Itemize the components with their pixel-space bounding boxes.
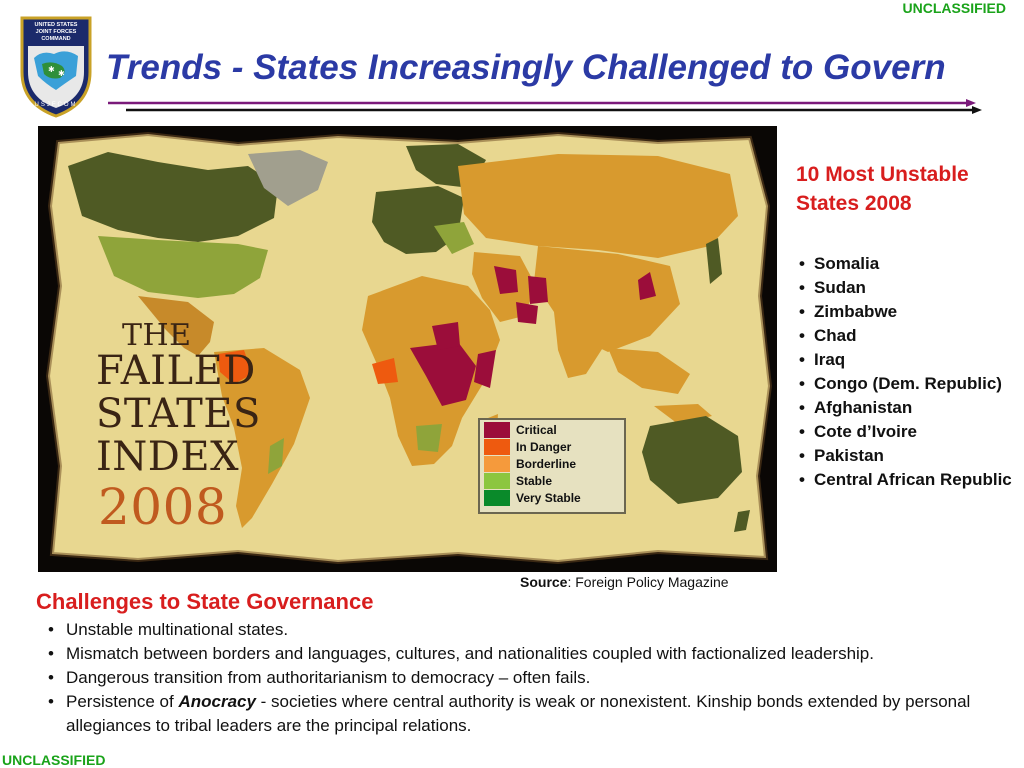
list-item: Congo (Dem. Republic): [796, 372, 1016, 396]
source-text: : Foreign Policy Magazine: [567, 574, 729, 590]
list-item: Pakistan: [796, 444, 1016, 468]
anocracy-term: Anocracy: [178, 692, 256, 711]
list-item: Afghanistan: [796, 396, 1016, 420]
legend-label-stable: Stable: [516, 474, 553, 488]
failed-states-map: THE FAILED STATES INDEX 2008 Critical In…: [38, 126, 777, 572]
map-title-the: THE: [122, 318, 192, 353]
legend-item-critical: Critical: [482, 422, 622, 439]
usjfcom-logo: ✱ ✱ UNITED STATES JOINT FORCES COMMAND U…: [20, 16, 92, 118]
legend-label-in-danger: In Danger: [516, 440, 572, 454]
legend-swatch-in-danger: [484, 439, 510, 455]
legend-item-stable: Stable: [482, 473, 622, 490]
anocracy-description: - societies where central authority is w…: [66, 692, 971, 735]
list-item: Mismatch between borders and languages, …: [46, 642, 1021, 666]
list-item: Sudan: [796, 276, 1016, 300]
map-source: Source: Foreign Policy Magazine: [520, 574, 729, 590]
svg-text:✱: ✱: [58, 69, 65, 78]
map-title-states: STATES: [96, 391, 261, 437]
list-item: Zimbabwe: [796, 300, 1016, 324]
legend-swatch-critical: [484, 422, 510, 438]
page-title: Trends - States Increasingly Challenged …: [106, 48, 946, 87]
list-item: Dangerous transition from authoritariani…: [46, 666, 1021, 690]
unstable-states-heading: 10 Most Unstable States 2008: [796, 163, 969, 215]
challenges-list: Unstable multinational states. Mismatch …: [46, 618, 1021, 738]
legend-label-borderline: Borderline: [516, 457, 577, 471]
anocracy-prefix: Persistence of: [66, 692, 179, 711]
classification-bottom: UNCLASSIFIED: [2, 752, 106, 768]
list-item: Cote d’Ivoire: [796, 420, 1016, 444]
legend-item-borderline: Borderline: [482, 456, 622, 473]
list-item-anocracy: Persistence of Anocracy - societies wher…: [46, 690, 1021, 738]
legend-swatch-borderline: [484, 456, 510, 472]
legend-label-critical: Critical: [516, 423, 557, 437]
list-item: Central African Republic: [796, 468, 1016, 492]
svg-text:✱: ✱: [48, 65, 55, 74]
unstable-states-list: Somalia Sudan Zimbabwe Chad Iraq Congo (…: [796, 252, 1016, 492]
list-item: Iraq: [796, 348, 1016, 372]
map-title-failed: FAILED: [96, 348, 256, 394]
map-legend: Critical In Danger Borderline Stable Ver…: [478, 418, 626, 514]
svg-text:UNITED STATES: UNITED STATES: [35, 22, 78, 28]
legend-item-in-danger: In Danger: [482, 439, 622, 456]
map-title-index: INDEX: [96, 434, 240, 480]
source-label: Source: [520, 574, 568, 590]
map-title-year: 2008: [98, 478, 228, 536]
list-item: Somalia: [796, 252, 1016, 276]
svg-text:COMMAND: COMMAND: [41, 36, 70, 42]
svg-text:JOINT FORCES: JOINT FORCES: [36, 29, 77, 35]
legend-item-very-stable: Very Stable: [482, 490, 622, 507]
legend-swatch-very-stable: [484, 490, 510, 506]
classification-top: UNCLASSIFIED: [902, 0, 1006, 16]
legend-label-very-stable: Very Stable: [516, 491, 581, 505]
challenges-heading: Challenges to State Governance: [36, 589, 374, 614]
list-item: Unstable multinational states.: [46, 618, 1021, 642]
svg-text:USJFCOM: USJFCOM: [35, 102, 78, 108]
title-underline-arrow: [108, 99, 982, 114]
legend-swatch-stable: [484, 473, 510, 489]
list-item: Chad: [796, 324, 1016, 348]
